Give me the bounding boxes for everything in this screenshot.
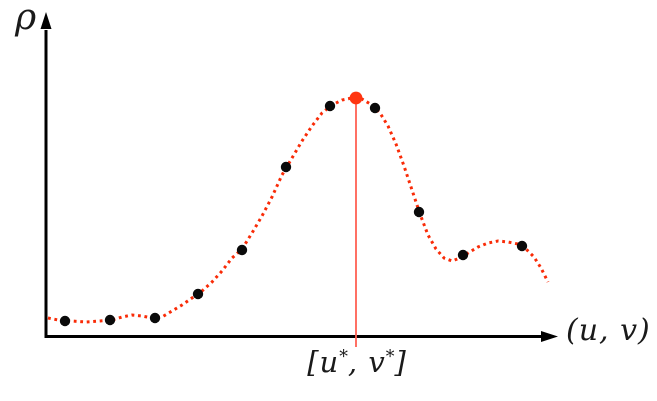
sample-point — [516, 240, 528, 252]
sample-point — [413, 206, 425, 218]
peak-label-star-2: * — [385, 347, 395, 368]
axes — [40, 12, 558, 342]
x-axis-arrowhead-icon — [541, 331, 558, 342]
sample-point — [59, 315, 71, 327]
sample-point — [149, 312, 161, 324]
sample-point — [104, 314, 116, 326]
peak-point — [349, 91, 363, 105]
density-curve — [47, 96, 550, 324]
x-axis-label: (u, v) — [566, 313, 651, 348]
sample-point — [369, 102, 381, 114]
y-axis-label: ρ — [15, 0, 37, 38]
sample-point — [192, 288, 204, 300]
sample-point — [324, 100, 336, 112]
peak-label-open: [u — [307, 345, 340, 379]
sample-point — [236, 244, 248, 256]
peak-label-star-1: * — [339, 347, 348, 368]
sample-point — [457, 249, 469, 261]
peak-annotation-label: [u*, v*] — [0, 345, 657, 379]
sample-points-group — [59, 100, 528, 327]
y-axis-arrowhead-icon — [40, 12, 52, 29]
sample-point — [280, 161, 292, 173]
peak-label-close: ] — [394, 345, 407, 379]
peak-label-mid: , v — [347, 345, 386, 379]
